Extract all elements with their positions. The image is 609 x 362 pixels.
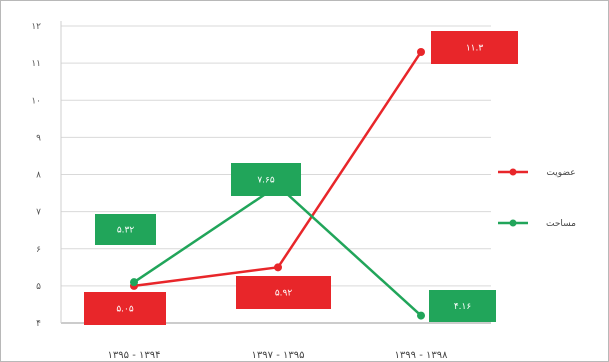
y-tick-label: ۴ <box>36 319 41 329</box>
data-label-box <box>429 290 496 322</box>
y-tick-label: ۹ <box>36 133 41 143</box>
y-tick-label: ۶ <box>36 245 41 255</box>
data-label-box <box>95 214 156 245</box>
data-label: ۵.۳۲ <box>117 226 135 236</box>
data-label: ۱۱.۳ <box>466 44 484 54</box>
data-label: ۵.۹۲ <box>275 289 293 299</box>
data-point <box>417 47 425 56</box>
data-label: ۴.۱۶ <box>454 302 472 312</box>
data-point <box>130 278 138 287</box>
data-point <box>274 263 282 272</box>
x-tick-label: ۱۳۹۷ - ۱۳۹۵ <box>252 350 305 361</box>
data-label: ۵.۰۵ <box>116 305 134 315</box>
y-tick-label: ۱۲ <box>31 22 41 32</box>
legend-label: مساحت <box>546 219 576 229</box>
legend-marker <box>509 168 517 176</box>
data-label-box <box>231 163 301 196</box>
y-tick-label: ۸ <box>36 171 41 181</box>
data-point <box>417 311 425 320</box>
data-label: ۷.۶۵ <box>257 176 275 186</box>
y-tick-label: ۵ <box>36 282 41 292</box>
data-label-box <box>236 276 331 309</box>
data-label-box <box>431 31 518 64</box>
legend-marker <box>509 219 517 227</box>
y-tick-label: ۷ <box>36 208 41 218</box>
data-label-box <box>84 292 166 325</box>
legend-label: عضویت <box>546 168 575 178</box>
y-tick-label: ۱۱ <box>31 59 41 69</box>
y-tick-label: ۱۰ <box>31 96 41 106</box>
x-tick-label: ۱۳۹۵ - ۱۳۹۴ <box>108 350 161 361</box>
x-tick-label: ۱۳۹۹ - ۱۳۹۸ <box>395 350 449 361</box>
